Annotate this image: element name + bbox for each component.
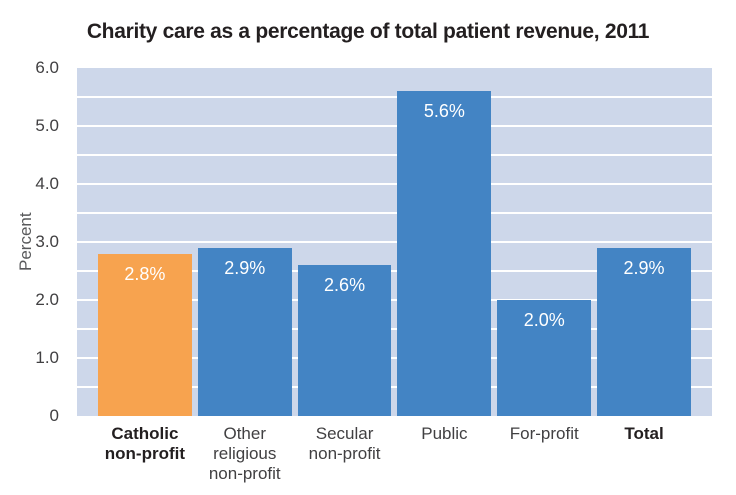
x-axis-tick-labels: Catholic non-profit Other religious non-p… <box>77 424 712 484</box>
bar-value-label: 5.6% <box>423 101 465 122</box>
gridline <box>77 212 712 214</box>
gridline <box>77 270 712 272</box>
bar-other-religious-non-profit[interactable]: 2.9% <box>197 247 292 416</box>
y-tick-label: 4.0 <box>35 174 59 193</box>
bar-slot: 2.8% <box>98 68 192 416</box>
gridline <box>77 299 712 301</box>
bar-catholic-non-profit[interactable]: 2.8% <box>98 253 192 416</box>
y-tick-label: 2.0 <box>35 290 59 309</box>
bar-total[interactable]: 2.9% <box>597 247 691 416</box>
bar-slot: 5.6% <box>397 68 492 416</box>
gridline <box>77 357 712 359</box>
bar-slot: 2.6% <box>297 68 392 416</box>
y-tick-label: 1.0 <box>35 348 59 367</box>
x-tick-label-public: Public <box>421 424 468 443</box>
y-axis-tick-labels: 6.0 5.0 4.0 3.0 2.0 1.0 0 <box>0 58 68 425</box>
x-tick-label-other-religious-non-profit: Other religious non-profit <box>208 424 281 483</box>
bar-slot: 2.9% <box>197 68 292 416</box>
bar-value-label: 2.8% <box>124 263 166 284</box>
gridline <box>77 125 712 127</box>
bar-slot: 2.0% <box>497 68 592 416</box>
gridline <box>77 241 712 243</box>
gridline <box>77 154 712 156</box>
bar-secular-non-profit[interactable]: 2.6% <box>297 265 392 416</box>
chart-title: Charity care as a percentage of total pa… <box>86 20 650 43</box>
gridlines <box>77 68 712 416</box>
plot-area: 2.8% 2.9% 2.6% 5.6% 2.0% 2.9% <box>77 68 712 416</box>
y-tick-label: 0 <box>49 406 59 425</box>
x-tick-label-for-profit: For-profit <box>509 424 579 443</box>
gridline <box>77 328 712 330</box>
y-tick-label: 5.0 <box>35 116 59 135</box>
y-tick-label: 3.0 <box>35 232 59 251</box>
x-tick-label-total: Total <box>624 424 664 443</box>
bar-value-label: 2.6% <box>324 275 366 296</box>
y-tick-label: 6.0 <box>35 58 59 77</box>
bar-slot: 2.9% <box>597 68 691 416</box>
x-tick-label-catholic-non-profit: Catholic non-profit <box>104 424 186 463</box>
bar-public[interactable]: 5.6% <box>397 91 492 416</box>
gridline <box>77 183 712 185</box>
bars-container: 2.8% 2.9% 2.6% 5.6% 2.0% 2.9% <box>77 68 712 416</box>
bar-value-label: 2.9% <box>623 257 665 278</box>
gridline <box>77 96 712 98</box>
bar-for-profit[interactable]: 2.0% <box>497 300 592 416</box>
x-tick-label-secular-non-profit: Secular non-profit <box>308 424 381 463</box>
bar-value-label: 2.0% <box>523 310 565 330</box>
gridline <box>77 386 712 388</box>
bar-value-label: 2.9% <box>224 257 266 278</box>
